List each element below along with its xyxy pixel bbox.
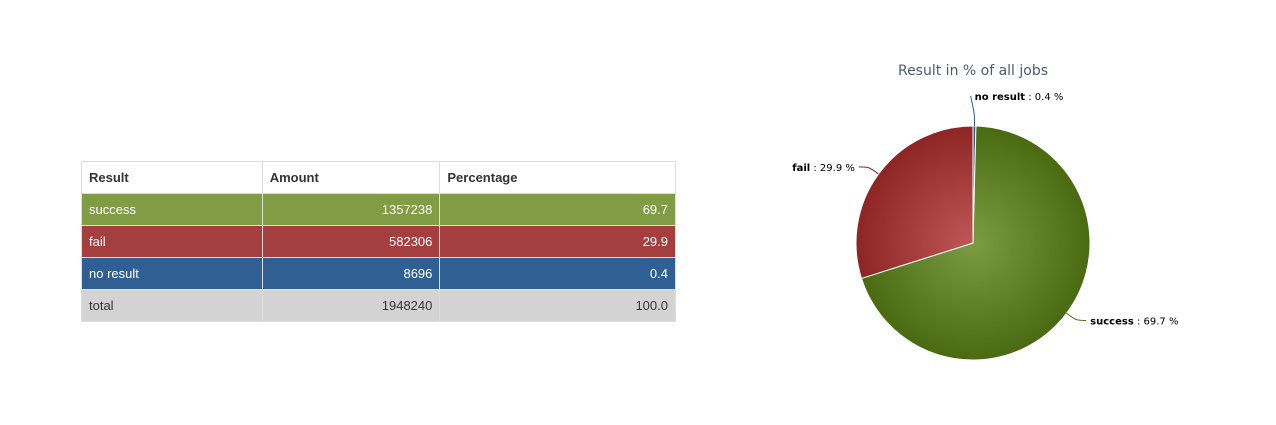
cell-percentage: 0.4 <box>439 257 676 290</box>
cell-amount: 8696 <box>261 257 441 290</box>
header-result[interactable]: Result <box>81 161 263 194</box>
cell-percentage: 69.7 <box>439 193 676 226</box>
table-row-fail: fail 582306 29.9 <box>81 225 676 258</box>
pie-label-fail: fail : 29.9 % <box>792 163 855 174</box>
pie-label-no-result: no result : 0.4 % <box>975 92 1064 103</box>
cell-amount: 1948240 <box>261 289 441 322</box>
pie-connector-fail <box>858 166 879 175</box>
table-header-row: Result Amount Percentage <box>81 161 676 194</box>
cell-percentage: 29.9 <box>439 225 676 258</box>
chart-title: Result in % of all jobs <box>898 63 1048 79</box>
header-amount[interactable]: Amount <box>261 161 441 194</box>
cell-result: success <box>81 193 263 226</box>
table-row-success: success 1357238 69.7 <box>81 193 676 226</box>
pie-slice-success[interactable] <box>861 125 1091 361</box>
pie-slices <box>855 125 1091 361</box>
table-row-no-result: no result 8696 0.4 <box>81 257 676 290</box>
cell-result: total <box>81 289 263 322</box>
pie-labels: no result : 0.4 % success : 69.7 % fail : … <box>792 92 1178 327</box>
result-table: Result Amount Percentage success 1357238… <box>81 161 676 322</box>
header-percentage[interactable]: Percentage <box>439 161 676 194</box>
table-row-total: total 1948240 100.0 <box>81 289 676 322</box>
cell-amount: 582306 <box>261 225 441 258</box>
pie-chart: Result in % of all jobs no result : 0.4 … <box>792 63 1178 361</box>
pie-connector-no-result <box>970 95 976 127</box>
cell-percentage: 100.0 <box>439 289 676 322</box>
cell-result: no result <box>81 257 263 290</box>
pie-slice-fail[interactable] <box>855 125 974 279</box>
cell-amount: 1357238 <box>261 193 441 226</box>
cell-result: fail <box>81 225 263 258</box>
pie-label-success: success : 69.7 % <box>1090 316 1178 327</box>
pie-connector-success <box>1066 312 1087 321</box>
